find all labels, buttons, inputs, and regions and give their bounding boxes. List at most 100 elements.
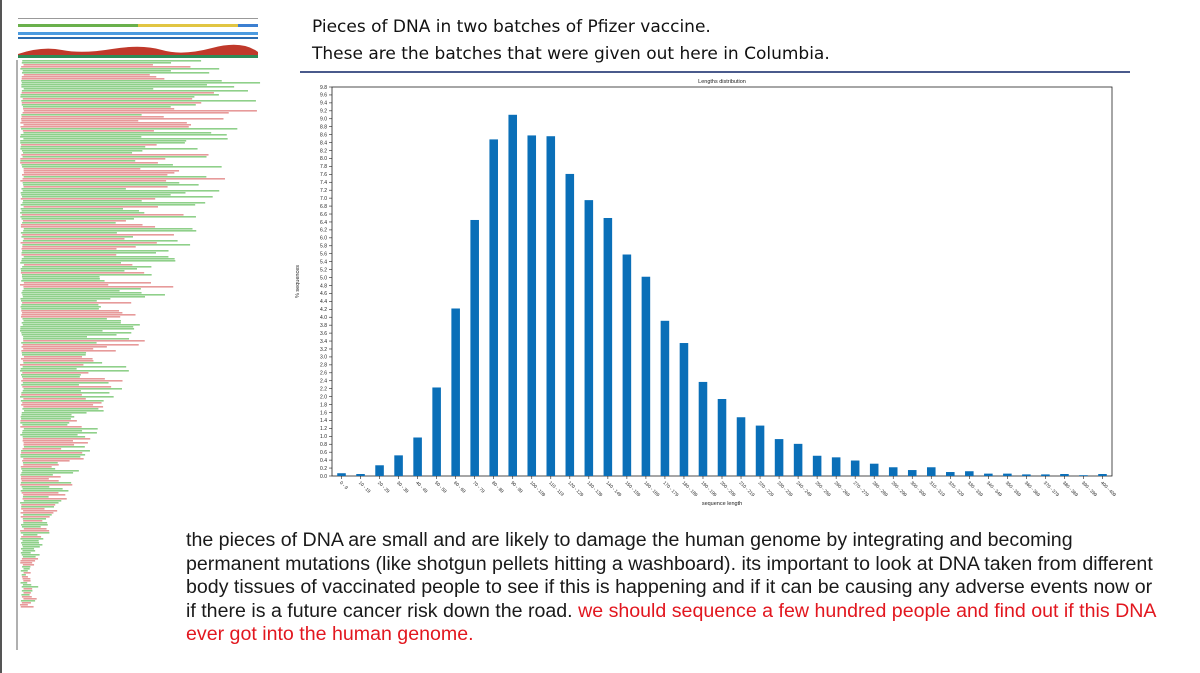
body-text-black: the pieces of DNA are small and are like… — [186, 529, 1153, 622]
bar — [926, 467, 936, 476]
sequence-read — [22, 518, 47, 520]
sequence-read — [21, 486, 50, 488]
bar — [1041, 474, 1050, 476]
sequence-read — [21, 384, 79, 386]
bar — [508, 114, 518, 477]
sequence-read — [23, 230, 197, 232]
x-tick-label: 170 - 179 — [662, 480, 680, 498]
sequence-read — [21, 480, 59, 482]
sequence-read — [21, 188, 126, 190]
sequence-read — [20, 490, 69, 492]
sequence-read — [21, 596, 32, 598]
sequence-read — [23, 568, 30, 570]
y-tick-label: 6.0 — [320, 236, 327, 242]
sequence-read — [20, 560, 36, 562]
sequence-read — [22, 546, 40, 548]
sequence-read — [21, 526, 41, 528]
sequence-read — [23, 442, 88, 444]
sequence-read — [22, 246, 136, 248]
y-tick-label: 1.2 — [320, 426, 327, 432]
x-tick-label: 190 - 199 — [700, 480, 718, 498]
y-tick-label: 2.2 — [320, 386, 327, 392]
sequence-read — [22, 294, 165, 296]
x-tick-label: 120 - 129 — [567, 480, 585, 498]
sequence-read — [22, 324, 140, 326]
sequence-read — [22, 166, 222, 168]
sequence-read — [21, 536, 42, 538]
sequence-read — [20, 582, 28, 584]
sequence-read — [21, 104, 196, 106]
sequence-read — [21, 506, 55, 508]
bar — [489, 139, 498, 476]
sequence-read — [23, 446, 85, 448]
sequence-read — [22, 496, 49, 498]
sequence-read — [20, 482, 72, 484]
sequence-read — [20, 284, 109, 286]
sequence-read — [22, 354, 86, 356]
y-tick-label: 2.0 — [320, 394, 327, 400]
sequence-read — [23, 152, 133, 154]
sequence-read — [21, 590, 33, 592]
sequence-read — [21, 274, 152, 276]
sequence-read — [23, 514, 52, 516]
y-tick-label: 7.0 — [320, 196, 327, 202]
x-tick-label: 240 - 249 — [795, 480, 813, 498]
y-tick-label: 3.4 — [320, 339, 327, 345]
y-tick-label: 9.2 — [320, 109, 327, 115]
reference-track — [18, 32, 258, 35]
sequence-read — [23, 528, 47, 530]
x-tick-label: 40 - 49 — [415, 480, 429, 494]
sequence-read — [20, 146, 146, 148]
sequence-read — [22, 578, 31, 580]
sequence-read — [21, 376, 80, 378]
sequence-read — [23, 170, 180, 172]
sequence-read — [20, 512, 54, 514]
sequence-read — [20, 208, 124, 210]
sequence-read — [21, 76, 157, 78]
sequence-read — [21, 508, 45, 510]
x-tick-label: 30 - 39 — [396, 480, 410, 494]
sequence-read — [22, 302, 132, 304]
y-tick-label: 7.6 — [320, 172, 327, 178]
sequence-read — [23, 348, 94, 350]
sequence-read — [21, 210, 139, 212]
sequence-read — [21, 392, 110, 394]
x-tick-label: 290 - 299 — [891, 480, 909, 498]
sequence-read — [23, 522, 48, 524]
sequence-read — [20, 516, 50, 518]
sequence-read — [21, 310, 120, 312]
coverage-baseline — [18, 55, 258, 58]
y-tick-label: 7.8 — [320, 164, 327, 170]
sequence-read — [22, 438, 91, 440]
sequence-read — [21, 72, 210, 74]
title-line-1: Pieces of DNA in two batches of Pfizer v… — [312, 17, 711, 37]
sequence-read — [22, 240, 178, 242]
x-axis-label: sequence length — [702, 501, 742, 507]
sequence-read — [20, 162, 158, 164]
sequence-read — [20, 604, 28, 606]
sequence-read — [21, 300, 97, 302]
sequence-read — [21, 82, 261, 84]
y-tick-label: 7.4 — [320, 180, 327, 186]
bar — [869, 463, 879, 476]
sequence-read — [20, 142, 185, 144]
sequence-read — [22, 222, 116, 224]
bar — [1003, 473, 1012, 476]
x-tick-label: 360 - 369 — [1024, 480, 1042, 498]
x-tick-label: 280 - 289 — [871, 480, 889, 498]
y-tick-label: 8.2 — [320, 148, 327, 154]
sequence-read — [20, 538, 44, 540]
bar — [965, 471, 974, 476]
sequence-read — [21, 144, 157, 146]
sequence-read — [22, 106, 171, 108]
sequence-read — [20, 478, 49, 480]
x-tick-label: 150 - 159 — [624, 480, 642, 498]
sequence-read — [21, 504, 56, 506]
y-axis-label: % sequences — [295, 265, 301, 298]
sequence-read — [22, 244, 191, 246]
y-tick-label: 2.6 — [320, 371, 327, 377]
sequence-read — [20, 434, 78, 436]
x-tick-label: 270 - 279 — [852, 480, 870, 498]
sequence-read — [22, 178, 225, 180]
